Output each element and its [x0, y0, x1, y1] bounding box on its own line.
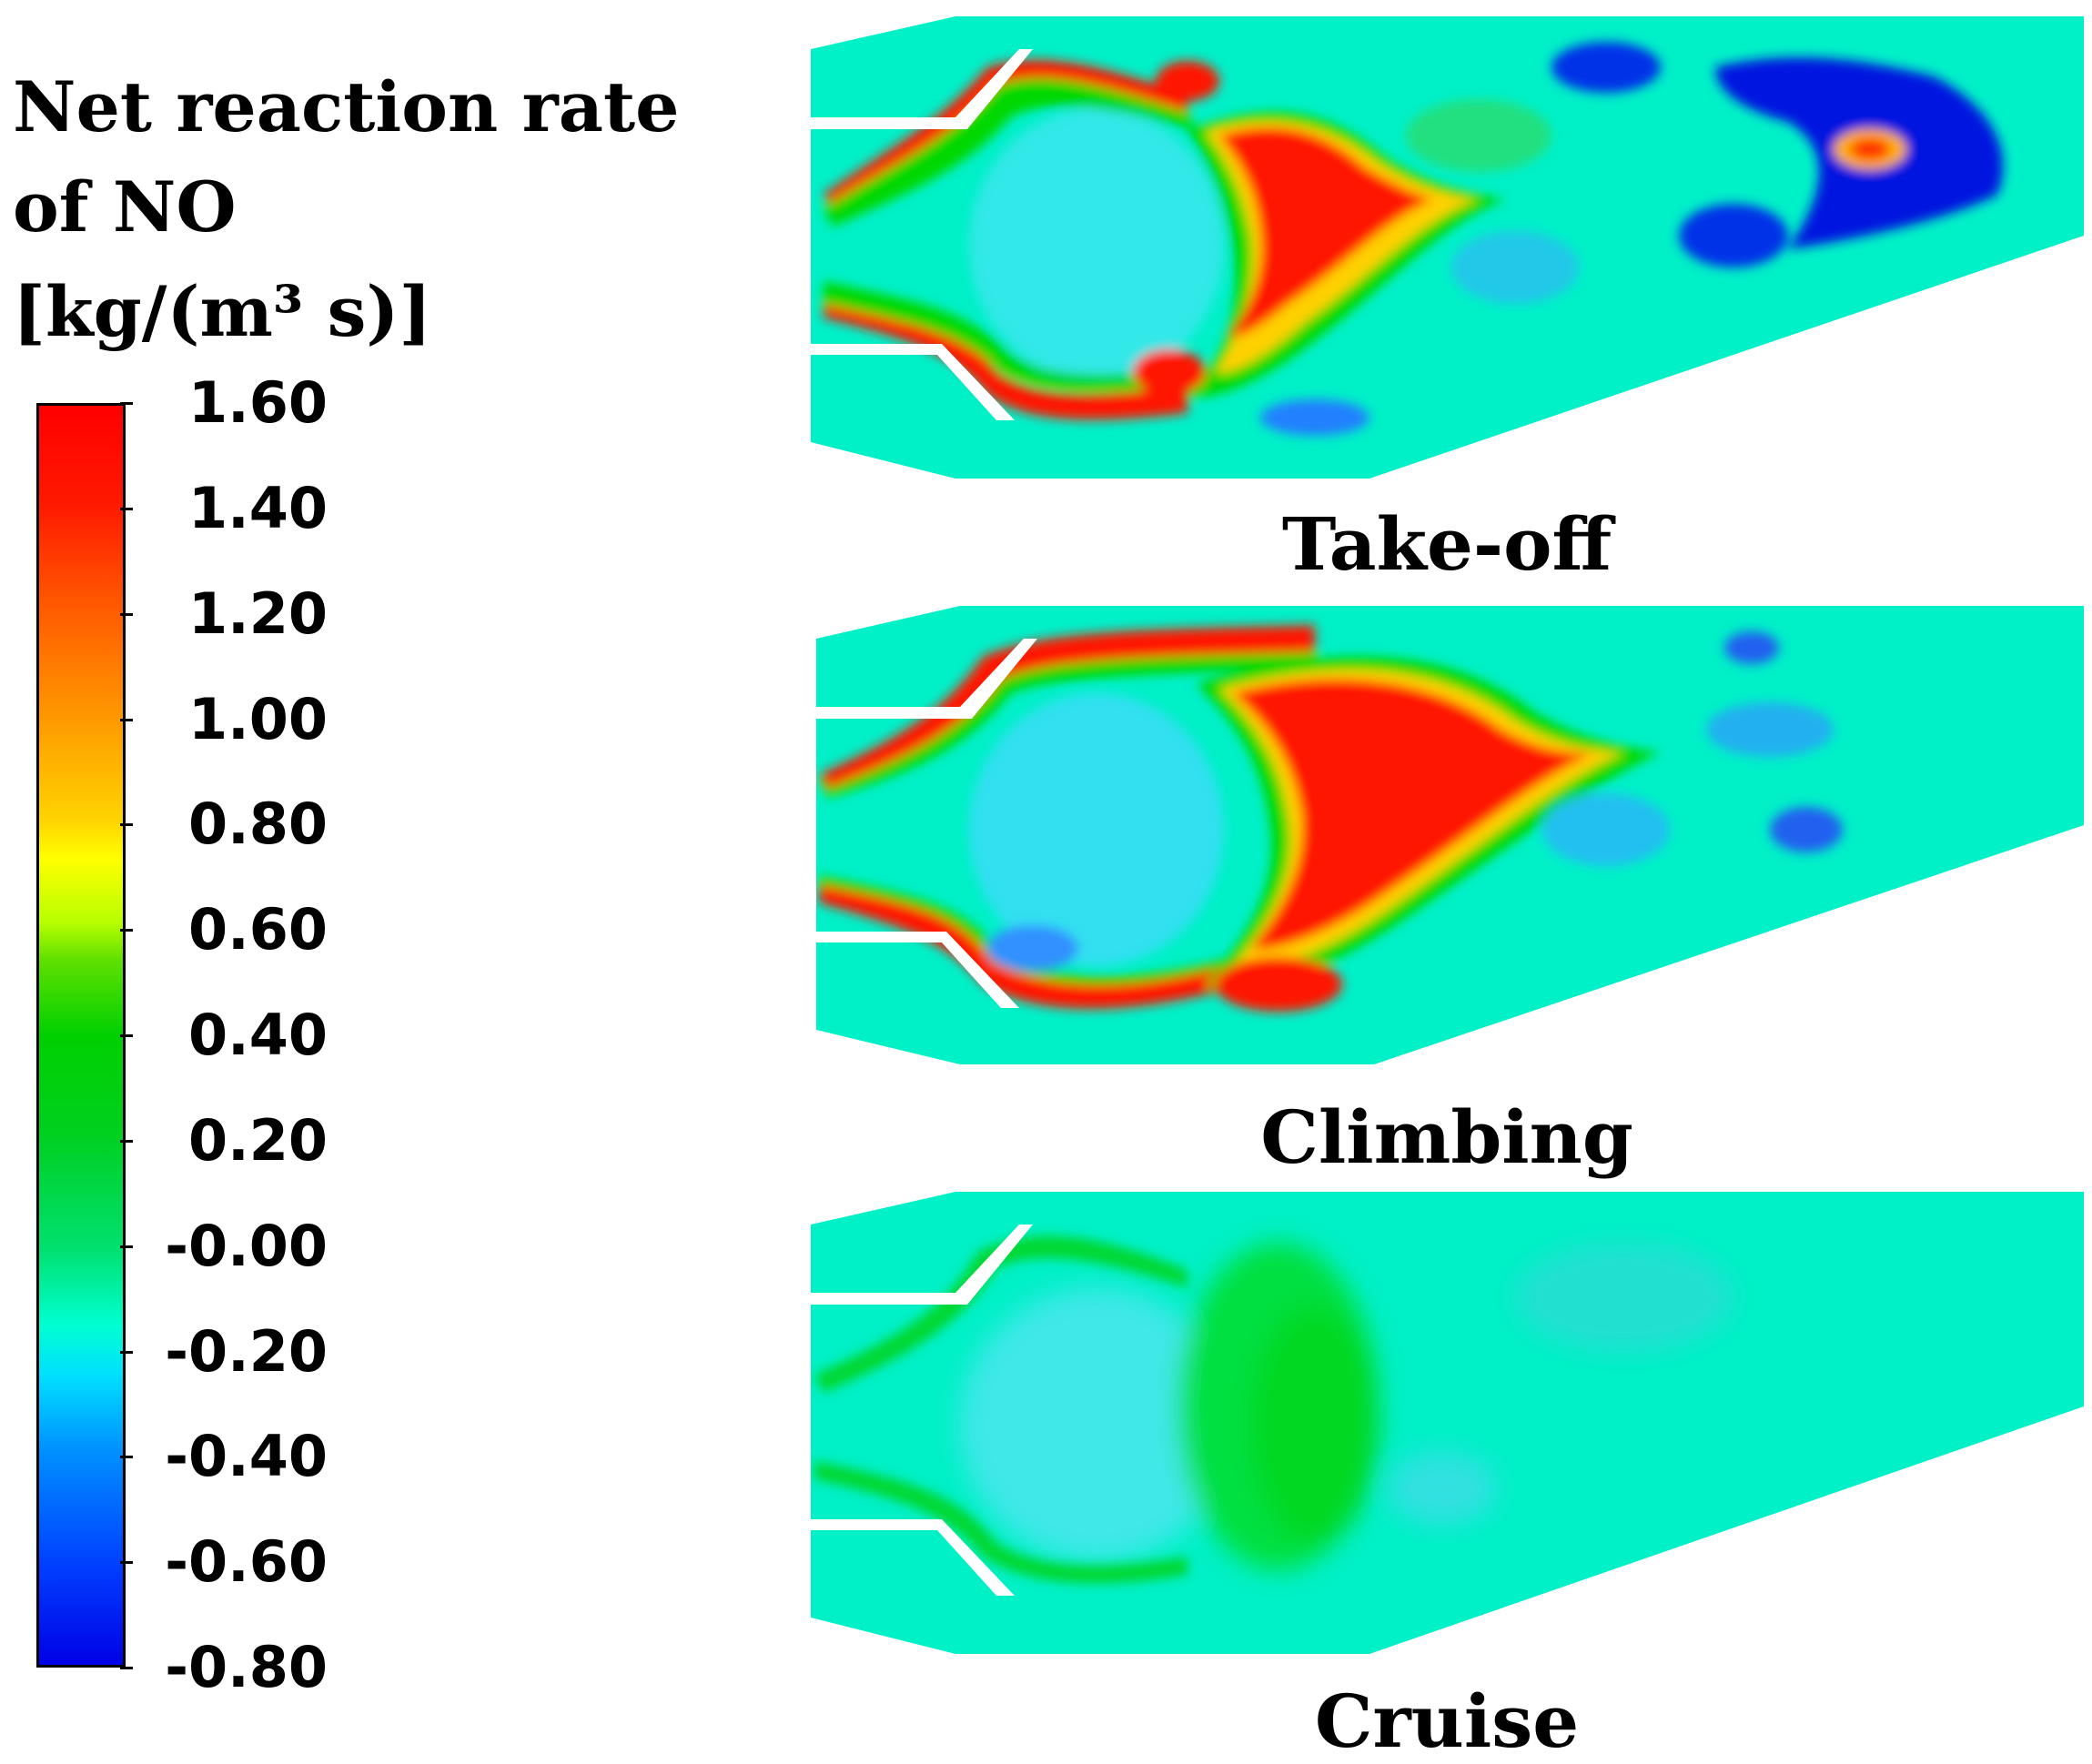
- colorbar-tick: [120, 402, 133, 405]
- takeoff-contour: [811, 16, 2084, 479]
- colorbar-tick: [120, 823, 133, 827]
- colorbar-tick-label: -0.20: [165, 1317, 328, 1385]
- colorbar-tick: [120, 718, 133, 721]
- colorbar-tick-label: 0.40: [188, 1002, 328, 1068]
- colorbar-title-line-2: of NO: [13, 166, 237, 247]
- takeoff-recirc-zone: [969, 108, 1224, 381]
- colorbar-tick-label: 0.60: [188, 896, 328, 963]
- climbing-upper-shear-layer: [819, 625, 1315, 789]
- climbing-contour: [816, 606, 2084, 1064]
- cruise-lower-shear-layer: [814, 1461, 1187, 1584]
- takeoff-lower-shear-layer: [824, 295, 1187, 420]
- panel-climbing: [805, 602, 2092, 1084]
- colorbar-title-line-1: Net reaction rate: [13, 66, 680, 147]
- colorbar-tick-label: -0.80: [165, 1634, 328, 1700]
- colorbar: [36, 403, 126, 1668]
- colorbar-tick: [120, 1034, 133, 1037]
- colorbar-tick: [120, 1350, 133, 1354]
- climbing-red-core: [1233, 679, 1592, 949]
- colorbar-tick: [120, 1245, 133, 1248]
- panel-label-takeoff: Take-off: [1281, 501, 1612, 587]
- climbing-lower-shear-layer: [819, 884, 1228, 1009]
- colorbar-tick-label: 0.80: [188, 791, 328, 858]
- colorbar-tick: [120, 507, 133, 510]
- colorbar-tick: [120, 1139, 133, 1143]
- panel-label-cruise: Cruise: [1314, 1678, 1580, 1764]
- colorbar-tick: [120, 1667, 133, 1669]
- panel-cruise: [805, 1188, 2092, 1670]
- colorbar-tick-label: 1.20: [188, 580, 328, 647]
- colorbar-tick-label: -0.60: [165, 1528, 328, 1596]
- panel-label-climbing: Climbing: [1260, 1094, 1633, 1180]
- panel-takeoff: [805, 13, 2092, 495]
- cruise-upper-shear-layer: [814, 1235, 1187, 1393]
- colorbar-tick-label: -0.00: [165, 1212, 328, 1279]
- colorbar-tick-label: 1.00: [188, 685, 328, 752]
- colorbar-tick: [120, 612, 133, 616]
- colorbar-title-line-3: [kg/(m³ s)]: [13, 271, 432, 352]
- colorbar-tick: [120, 1561, 133, 1565]
- colorbar-tick-label: 1.40: [188, 474, 328, 541]
- colorbar-tick-label: 1.60: [188, 369, 328, 436]
- cruise-contour: [811, 1192, 2084, 1654]
- colorbar-tick-label: -0.40: [165, 1423, 328, 1490]
- colorbar-tick-label: 0.20: [188, 1106, 328, 1174]
- colorbar-tick: [120, 929, 133, 932]
- colorbar-tick: [120, 1456, 133, 1459]
